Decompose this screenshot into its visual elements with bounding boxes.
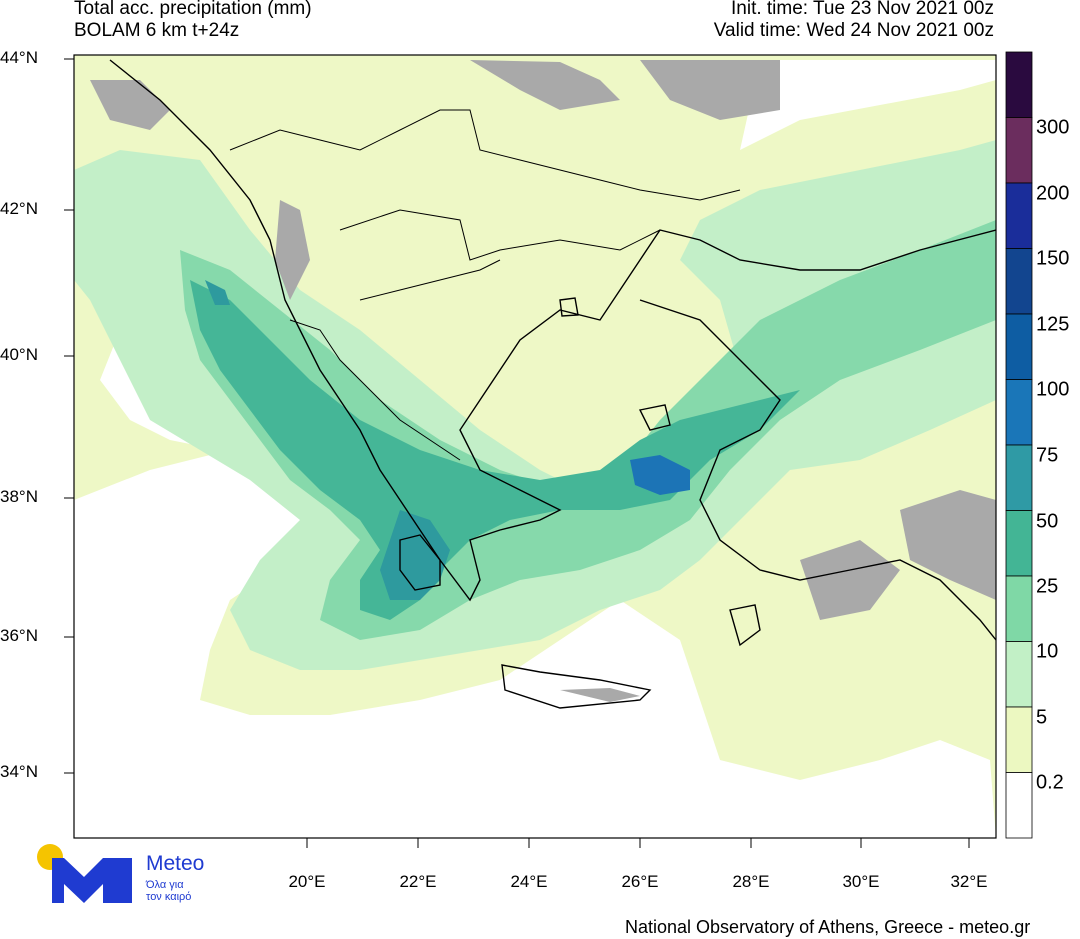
precip-75-100-east-aegean [630, 455, 690, 495]
colorbar-segment [1005, 510, 1033, 577]
colorbar-label-0-2: 0.2 [1036, 771, 1064, 794]
dry-land-patch-2 [640, 60, 780, 120]
dry-land-crete [560, 688, 640, 702]
map-frame [73, 54, 997, 839]
colorbar-segment [1005, 641, 1033, 708]
map-field [74, 55, 996, 838]
lat-label-42: 42°N [0, 199, 38, 218]
lon-label-32: 32°E [950, 872, 988, 891]
title-line-1: Total acc. precipitation (mm) [74, 0, 312, 19]
lat-label-36: 36°N [0, 626, 38, 645]
precip-core-adriatic [205, 280, 230, 305]
colorbar-label-75: 75 [1036, 444, 1059, 467]
lon-label-22: 22°E [399, 872, 437, 891]
dry-land-patch-6 [800, 540, 900, 620]
footer-credit: National Observatory of Athens, Greece -… [625, 917, 1031, 937]
precip-50-75-peloponnese [380, 510, 450, 600]
colorbar-segment [1005, 706, 1033, 773]
title-line-2: BOLAM 6 km t+24z [74, 20, 240, 41]
lat-ticks [64, 58, 74, 774]
country-borders [229, 109, 741, 461]
precip-25-50-band [190, 280, 800, 620]
colorbar-segment [1005, 379, 1033, 446]
lon-label-26: 26°E [621, 872, 659, 891]
dry-sea-northeast [740, 60, 996, 150]
colorbar-segment [1005, 51, 1033, 118]
colorbar-segment [1005, 313, 1033, 380]
lat-label-44: 44°N [0, 48, 38, 67]
precip-5-10-band [74, 140, 996, 670]
colorbar-label-50: 50 [1036, 510, 1059, 533]
lon-label-30: 30°E [842, 872, 880, 891]
init-time: Init. time: Tue 23 Nov 2021 00z [731, 0, 994, 19]
colorbar-segment [1005, 444, 1033, 511]
colorbar-segment [1005, 248, 1033, 315]
dry-land-patch-4 [275, 200, 310, 300]
colorbar-label-200: 200 [1036, 182, 1070, 205]
colorbar-label-5: 5 [1036, 706, 1048, 729]
logo-name: Meteo [146, 852, 205, 875]
map-title: Total acc. precipitation (mm) BOLAM 6 km… [74, 0, 312, 42]
colorbar-segment [1005, 117, 1033, 184]
colorbar-segment [1005, 575, 1033, 642]
lon-ticks [306, 838, 970, 848]
time-info: Init. time: Tue 23 Nov 2021 00z Valid ti… [714, 0, 994, 42]
colorbar-label-10: 10 [1036, 640, 1059, 663]
lat-label-38: 38°N [0, 487, 38, 506]
meteo-logo-icon [37, 844, 132, 903]
logo-tagline-1: Όλα για [146, 879, 184, 891]
colorbar-label-125: 125 [1036, 313, 1070, 336]
colorbar-label-150: 150 [1036, 247, 1070, 270]
colorbar-label-100: 100 [1036, 378, 1070, 401]
colorbar-label-25: 25 [1036, 575, 1059, 598]
lat-label-40: 40°N [0, 345, 38, 364]
lon-label-28: 28°E [732, 872, 770, 891]
lon-label-24: 24°E [510, 872, 548, 891]
dry-land-patch-1 [470, 60, 620, 110]
colorbar [1005, 51, 1033, 839]
valid-time: Valid time: Wed 24 Nov 2021 00z [713, 20, 994, 41]
lon-label-20: 20°E [288, 872, 326, 891]
colorbar-segment [1005, 772, 1033, 839]
lat-label-34: 34°N [0, 762, 38, 781]
colorbar-segment [1005, 182, 1033, 249]
logo-tagline-2: τον καιρό [146, 891, 192, 903]
dry-land-patch-5 [900, 490, 996, 600]
dry-sea-south [74, 455, 996, 838]
colorbar-label-300: 300 [1036, 116, 1070, 139]
